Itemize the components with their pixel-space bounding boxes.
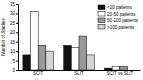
legend-item: 20-50 patients [98, 12, 136, 17]
legend: <20 patients 20-50 patients50-100 patient… [98, 5, 139, 30]
bar [46, 51, 54, 70]
y-axis-title: Number of Studies [1, 18, 6, 56]
y-tick-label: 30 [10, 11, 16, 16]
legend-swatch [98, 12, 105, 17]
bar [87, 55, 95, 70]
bar [79, 36, 87, 70]
y-tick-label: 35 [10, 2, 16, 7]
y-tick-label: 0 [12, 68, 15, 73]
bar [31, 12, 39, 70]
y-tick-label: 5 [12, 59, 15, 64]
y-tick-mark [16, 32, 18, 33]
bar [23, 55, 31, 70]
y-tick-mark [16, 70, 18, 71]
bar [71, 47, 79, 70]
y-tick: 10 [10, 49, 18, 54]
x-tick: SCIT [33, 70, 44, 76]
y-tick-label: 25 [10, 21, 16, 26]
y-tick: 35 [10, 2, 18, 7]
y-tick: 0 [12, 68, 18, 73]
y-tick-mark [16, 51, 18, 52]
bar [64, 45, 72, 70]
bar [38, 45, 46, 70]
legend-item: >100 patients [98, 25, 135, 30]
x-tick-label: SCIT vs SLIT [106, 71, 133, 76]
legend-label: 50-100 patients [107, 18, 139, 23]
chart: 0 5 10 15 20 25 30 35 SCIT SLIT SCIT vs SLIT <20 pa… [0, 0, 143, 80]
y-tick-label: 15 [10, 40, 16, 45]
y-tick: 15 [10, 40, 18, 45]
bar [127, 70, 135, 71]
x-tick: SLIT [74, 70, 84, 76]
y-tick: 25 [10, 21, 18, 26]
bar [105, 68, 113, 70]
y-tick: 30 [10, 11, 18, 16]
x-tick-label: SCIT [33, 71, 44, 76]
legend-swatch [98, 5, 105, 10]
y-tick-mark [16, 61, 18, 62]
y-tick-mark [16, 13, 18, 14]
y-tick: 20 [10, 30, 18, 35]
y-axis: 0 5 10 15 20 25 30 35 [10, 2, 19, 73]
legend-item: <20 patients [98, 5, 132, 10]
y-tick-mark [16, 23, 18, 24]
x-axis: SCIT SLIT SCIT vs SLIT [19, 70, 141, 76]
x-tick-label: SLIT [74, 71, 84, 76]
legend-swatch [98, 25, 105, 30]
legend-label: >100 patients [107, 25, 135, 30]
plot: 0 5 10 15 20 25 30 35 SCIT SLIT SCIT vs SLIT <20 pa… [10, 2, 141, 76]
legend-swatch [98, 18, 105, 23]
legend-item: 50-100 patients [98, 18, 139, 23]
y-tick: 5 [12, 59, 18, 64]
y-tick-mark [16, 42, 18, 43]
legend-label: 20-50 patients [107, 12, 136, 17]
x-tick: SCIT vs SLIT [106, 70, 133, 76]
bar [112, 66, 120, 70]
y-tick-label: 10 [10, 49, 16, 54]
bar [120, 66, 128, 70]
legend-label: <20 patients [107, 5, 132, 10]
y-axis-line [16, 5, 19, 71]
y-tick-mark [16, 4, 18, 5]
y-tick-label: 20 [10, 30, 16, 35]
